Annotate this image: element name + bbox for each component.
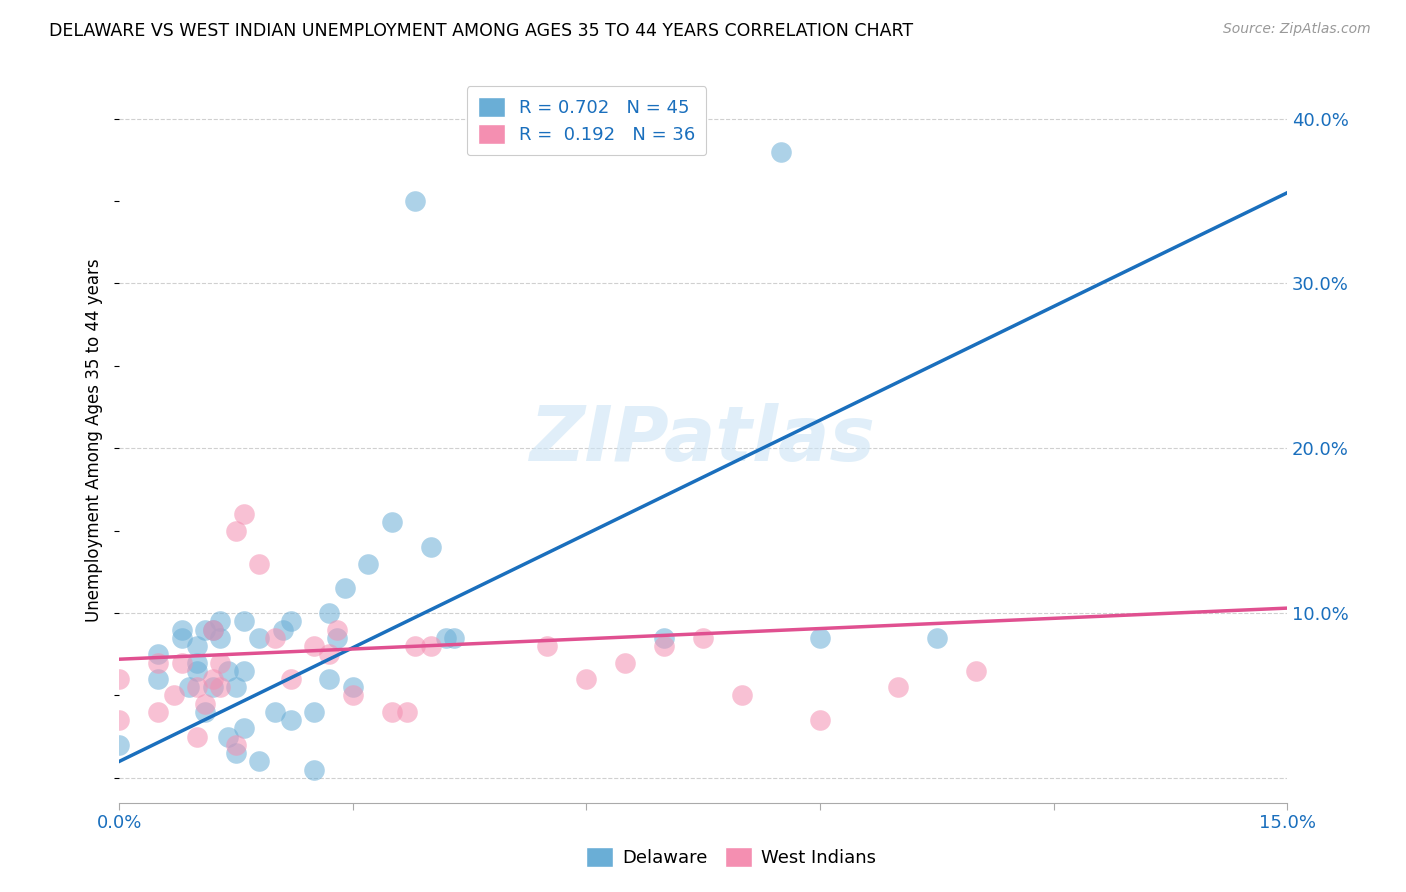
Y-axis label: Unemployment Among Ages 35 to 44 years: Unemployment Among Ages 35 to 44 years: [86, 258, 103, 622]
Point: [209, 656, 232, 670]
Point: [404, 194, 426, 208]
Point: [249, 755, 271, 769]
Point: [280, 615, 302, 629]
Point: [232, 507, 254, 521]
Point: [232, 615, 254, 629]
Point: [225, 746, 247, 760]
Point: [209, 631, 232, 645]
Point: [326, 631, 349, 645]
Point: [357, 557, 380, 571]
Point: [108, 672, 131, 686]
Text: DELAWARE VS WEST INDIAN UNEMPLOYMENT AMONG AGES 35 TO 44 YEARS CORRELATION CHART: DELAWARE VS WEST INDIAN UNEMPLOYMENT AMO…: [49, 22, 914, 40]
Point: [302, 705, 325, 719]
Point: [652, 631, 675, 645]
Point: [148, 647, 170, 661]
Point: [148, 705, 170, 719]
Point: [280, 713, 302, 727]
Point: [148, 672, 170, 686]
Point: [381, 705, 404, 719]
Point: [225, 738, 247, 752]
Point: [217, 730, 239, 744]
Point: [201, 623, 224, 637]
Point: [419, 540, 441, 554]
Point: [342, 680, 364, 694]
Point: [186, 730, 208, 744]
Point: [225, 524, 247, 538]
Point: [108, 713, 131, 727]
Point: [318, 672, 340, 686]
Point: [318, 647, 340, 661]
Point: [179, 680, 201, 694]
Point: [194, 705, 217, 719]
Point: [186, 656, 208, 670]
Point: [194, 697, 217, 711]
Point: [965, 664, 987, 678]
Point: [381, 516, 404, 530]
Point: [333, 582, 356, 596]
Point: [302, 639, 325, 653]
Point: [209, 615, 232, 629]
Point: [396, 705, 419, 719]
Point: [232, 722, 254, 736]
Point: [264, 631, 287, 645]
Point: [170, 656, 193, 670]
Point: [769, 145, 792, 159]
Point: [108, 738, 131, 752]
Point: [575, 672, 598, 686]
Point: [201, 680, 224, 694]
Point: [925, 631, 948, 645]
Point: [419, 639, 441, 653]
Point: [209, 680, 232, 694]
Point: [249, 557, 271, 571]
Legend: R = 0.702   N = 45, R =  0.192   N = 36: R = 0.702 N = 45, R = 0.192 N = 36: [467, 87, 706, 155]
Point: [342, 689, 364, 703]
Point: [614, 656, 637, 670]
Point: [731, 689, 754, 703]
Point: [186, 639, 208, 653]
Point: [434, 631, 457, 645]
Point: [280, 672, 302, 686]
Point: [887, 680, 910, 694]
Point: [302, 763, 325, 777]
Point: [170, 631, 193, 645]
Text: Source: ZipAtlas.com: Source: ZipAtlas.com: [1223, 22, 1371, 37]
Point: [264, 705, 287, 719]
Point: [225, 680, 247, 694]
Point: [692, 631, 714, 645]
Point: [271, 623, 294, 637]
Point: [404, 639, 426, 653]
Legend: Delaware, West Indians: Delaware, West Indians: [579, 839, 883, 874]
Point: [808, 713, 831, 727]
Point: [194, 623, 217, 637]
Point: [148, 656, 170, 670]
Point: [808, 631, 831, 645]
Point: [201, 672, 224, 686]
Point: [201, 623, 224, 637]
Point: [186, 664, 208, 678]
Point: [217, 664, 239, 678]
Point: [170, 623, 193, 637]
Point: [443, 631, 465, 645]
Point: [326, 623, 349, 637]
Point: [163, 689, 186, 703]
Point: [186, 680, 208, 694]
Point: [318, 606, 340, 620]
Point: [652, 639, 675, 653]
Point: [249, 631, 271, 645]
Point: [536, 639, 558, 653]
Point: [232, 664, 254, 678]
Text: ZIPatlas: ZIPatlas: [530, 403, 876, 477]
